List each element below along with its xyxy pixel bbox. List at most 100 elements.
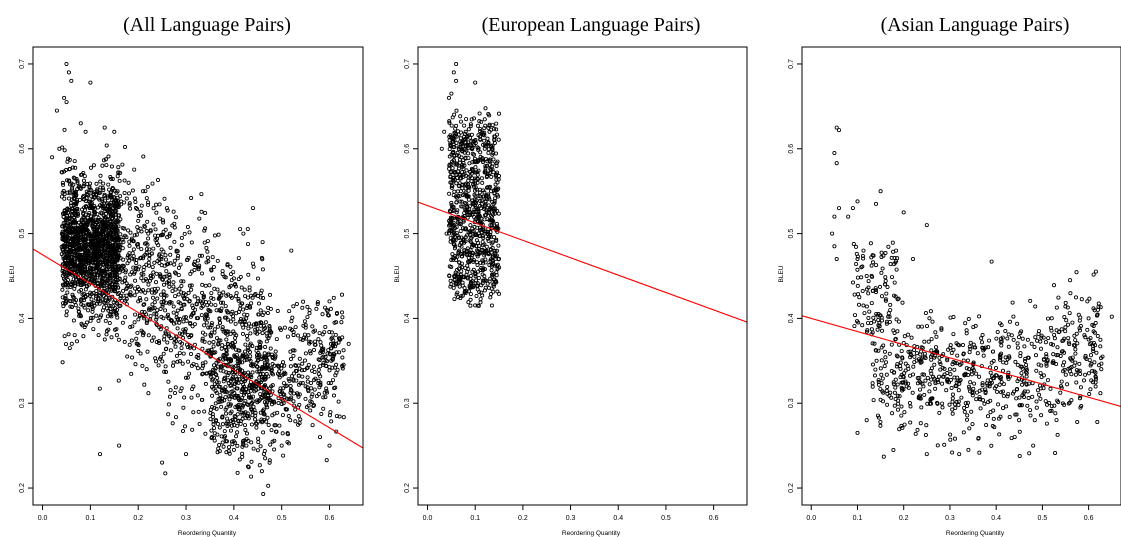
data-point	[460, 186, 465, 191]
data-point	[95, 205, 101, 210]
data-point	[78, 282, 83, 288]
data-point	[108, 230, 113, 235]
data-point	[328, 381, 333, 386]
data-point	[1052, 336, 1057, 341]
data-point	[151, 222, 156, 227]
data-point	[210, 434, 215, 440]
data-point	[132, 320, 137, 325]
data-point	[1005, 394, 1010, 399]
data-point	[464, 272, 469, 277]
data-point	[861, 303, 866, 308]
data-point	[109, 335, 114, 340]
data-point	[202, 240, 207, 245]
data-point	[207, 283, 212, 288]
data-point	[461, 274, 466, 279]
data-point	[955, 378, 960, 383]
data-point	[850, 206, 855, 211]
data-point	[447, 273, 452, 278]
data-point	[96, 318, 101, 323]
data-point	[273, 349, 278, 354]
data-point	[179, 243, 184, 248]
data-point	[466, 300, 471, 305]
data-point	[318, 350, 323, 355]
data-point	[105, 267, 110, 272]
data-point	[209, 347, 214, 352]
data-point	[860, 288, 865, 294]
data-point	[448, 141, 453, 146]
data-point	[112, 129, 117, 134]
data-point	[250, 206, 256, 211]
data-point	[75, 213, 80, 218]
data-point	[882, 282, 888, 287]
data-point	[65, 290, 70, 295]
data-point	[134, 289, 139, 294]
data-point	[255, 400, 260, 405]
data-point	[481, 250, 486, 255]
data-point	[469, 146, 474, 151]
data-point	[940, 381, 945, 386]
data-point	[1061, 369, 1066, 374]
data-point	[926, 339, 931, 344]
data-point	[247, 304, 252, 309]
data-point	[879, 328, 885, 333]
data-point	[447, 120, 452, 125]
y-tick-label: 0.2	[404, 483, 411, 493]
data-point	[298, 417, 303, 422]
data-point	[134, 232, 139, 237]
data-point	[67, 191, 72, 196]
data-point	[239, 410, 244, 415]
data-point	[898, 360, 903, 365]
data-point	[234, 363, 239, 368]
x-tick-label: 0.2	[518, 515, 528, 522]
data-point	[84, 283, 89, 288]
data-point	[135, 241, 140, 247]
data-point	[1034, 405, 1039, 410]
data-point	[870, 381, 875, 386]
data-point	[93, 296, 99, 301]
data-point	[113, 237, 119, 242]
data-point	[175, 256, 180, 261]
data-point	[173, 287, 178, 292]
data-point	[496, 111, 502, 116]
data-point	[267, 292, 273, 297]
data-point	[92, 303, 97, 308]
data-point	[482, 190, 487, 195]
data-point	[888, 308, 893, 313]
data-point	[1069, 357, 1074, 362]
y-axis-label: BLEU	[9, 265, 16, 282]
y-tick-label: 0.2	[19, 483, 26, 493]
data-point	[204, 371, 209, 376]
data-point	[229, 377, 234, 382]
data-point	[861, 256, 866, 261]
data-point	[98, 179, 103, 184]
data-point	[308, 351, 313, 356]
data-point	[274, 337, 279, 342]
data-point	[1058, 353, 1063, 359]
data-point	[214, 380, 220, 385]
data-point	[190, 324, 195, 329]
data-point	[156, 363, 161, 368]
data-point	[108, 311, 113, 317]
data-point	[86, 229, 91, 234]
data-point	[170, 363, 176, 368]
data-point	[158, 273, 163, 278]
data-point	[191, 346, 197, 351]
data-point	[912, 354, 917, 359]
data-point	[298, 337, 303, 342]
data-point	[1045, 316, 1051, 321]
data-point	[952, 375, 957, 380]
data-point	[209, 428, 214, 433]
data-point	[295, 391, 300, 396]
data-point	[964, 366, 969, 371]
data-point	[228, 428, 234, 433]
data-point	[481, 259, 486, 264]
data-point	[68, 221, 73, 226]
data-point	[127, 342, 132, 347]
data-point	[457, 221, 462, 226]
data-point	[468, 292, 473, 297]
data-point	[458, 114, 463, 119]
data-point	[942, 442, 947, 447]
data-point	[290, 315, 295, 320]
data-point	[176, 300, 181, 305]
data-point	[143, 290, 148, 295]
